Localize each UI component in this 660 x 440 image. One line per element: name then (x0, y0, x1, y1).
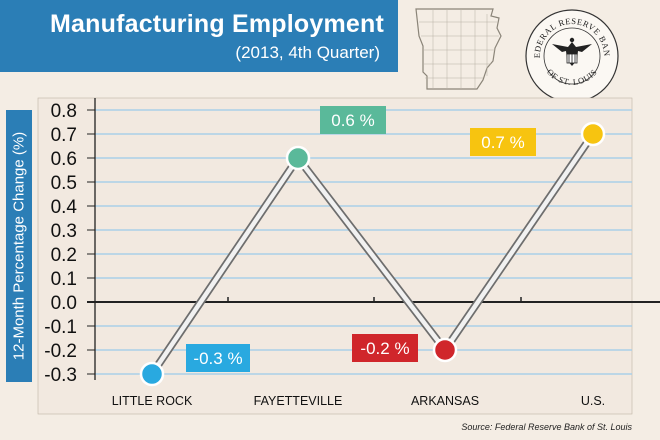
title-banner: Manufacturing Employment (2013, 4th Quar… (0, 0, 398, 72)
y-tick-labels: 0.8 0.7 0.6 0.5 0.4 0.3 0.2 0.1 0.0 -0.1 -0.2 -0.3 (44, 101, 77, 386)
data-point (285, 145, 311, 171)
y-tick-label: 0.2 (51, 245, 77, 266)
y-tick-label: 0.1 (51, 269, 77, 290)
arkansas-state-outline-icon (415, 8, 502, 90)
y-tick-label: 0.6 (51, 149, 77, 170)
fed-seal-logo: FEDERAL RESERVE BANK OF ST. LOUIS (522, 4, 619, 103)
y-tick-label: 0.0 (51, 293, 77, 314)
data-labels: -0.3 % 0.6 % -0.2 % 0.7 % (186, 106, 536, 372)
data-point (139, 361, 165, 387)
data-label: 0.7 % (481, 133, 524, 152)
series-line-path (150, 132, 595, 376)
series-line (148, 131, 597, 377)
axes (87, 98, 660, 380)
data-point (432, 337, 458, 363)
x-tick-label: FAYETTEVILLE (254, 394, 343, 408)
data-label-box (320, 106, 386, 134)
data-label: -0.3 % (193, 349, 242, 368)
source-note: Source: Federal Reserve Bank of St. Loui… (461, 422, 632, 432)
x-tick-labels: LITTLE ROCK FAYETTEVILLE ARKANSAS U.S. (112, 394, 605, 408)
data-label-box (352, 334, 418, 362)
chart-title: Manufacturing Employment (50, 10, 384, 38)
data-label: 0.6 % (331, 111, 374, 130)
y-tick-label: 0.7 (51, 125, 77, 146)
y-tick-label: -0.3 (44, 365, 77, 386)
y-tick-label: 0.3 (51, 221, 77, 242)
x-tick-label: LITTLE ROCK (112, 394, 193, 408)
y-tick-label: 0.4 (51, 197, 78, 218)
eagle-icon (552, 37, 592, 66)
chart-subtitle: (2013, 4th Quarter) (235, 43, 380, 62)
data-label: -0.2 % (360, 339, 409, 358)
x-tick-label: ARKANSAS (411, 394, 479, 408)
y-tick-label: 0.5 (51, 173, 77, 194)
y-axis-title-box: 12-Month Percentage Change (%) (6, 110, 32, 382)
data-points (139, 121, 606, 387)
y-tick-label: 0.8 (51, 101, 77, 122)
data-label-box (186, 344, 250, 372)
x-tick-label: U.S. (581, 394, 605, 408)
plot-area (37, 97, 633, 415)
data-label-box (470, 128, 536, 156)
y-tick-label: -0.2 (44, 341, 77, 362)
y-tick-label: -0.1 (44, 317, 77, 338)
data-point (580, 121, 606, 147)
